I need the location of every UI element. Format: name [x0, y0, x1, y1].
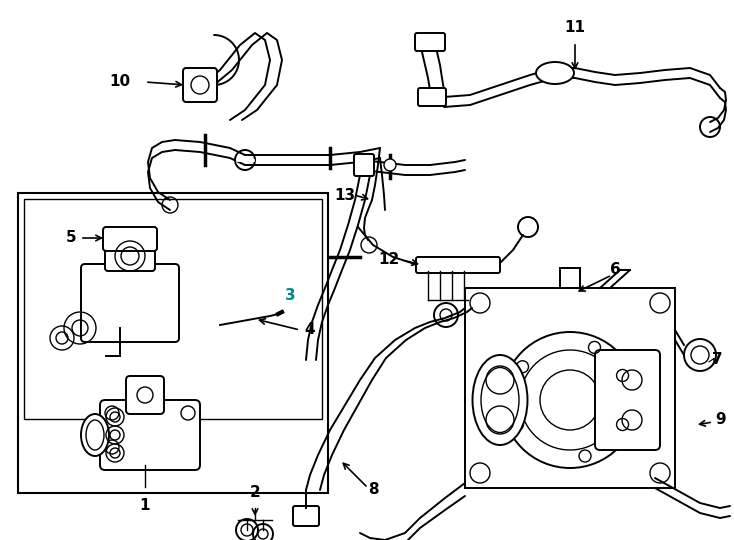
- Ellipse shape: [473, 355, 528, 445]
- FancyBboxPatch shape: [105, 243, 155, 271]
- Ellipse shape: [86, 420, 104, 450]
- FancyBboxPatch shape: [595, 350, 660, 450]
- Text: 13: 13: [334, 187, 355, 202]
- Text: 9: 9: [715, 413, 726, 428]
- FancyBboxPatch shape: [183, 68, 217, 102]
- Text: 7: 7: [712, 353, 723, 368]
- FancyBboxPatch shape: [354, 154, 374, 176]
- FancyBboxPatch shape: [293, 506, 319, 526]
- Text: 10: 10: [109, 75, 130, 90]
- Text: 1: 1: [139, 498, 150, 513]
- FancyBboxPatch shape: [126, 376, 164, 414]
- Text: 8: 8: [368, 483, 379, 497]
- Text: 5: 5: [65, 231, 76, 246]
- FancyBboxPatch shape: [81, 264, 179, 342]
- Bar: [465, 288, 675, 488]
- Ellipse shape: [481, 368, 519, 433]
- Text: 6: 6: [610, 262, 621, 278]
- FancyBboxPatch shape: [415, 33, 445, 51]
- Text: 12: 12: [379, 253, 400, 267]
- FancyBboxPatch shape: [103, 227, 157, 251]
- FancyBboxPatch shape: [416, 257, 500, 273]
- FancyBboxPatch shape: [100, 400, 200, 470]
- Ellipse shape: [536, 62, 574, 84]
- Text: 11: 11: [564, 20, 586, 35]
- Circle shape: [384, 159, 396, 171]
- Bar: [18, 193, 328, 493]
- Text: 2: 2: [250, 485, 261, 500]
- Text: 4: 4: [304, 322, 315, 338]
- Bar: [24, 199, 322, 419]
- Ellipse shape: [81, 414, 109, 456]
- FancyBboxPatch shape: [418, 88, 446, 106]
- Text: 3: 3: [285, 287, 296, 302]
